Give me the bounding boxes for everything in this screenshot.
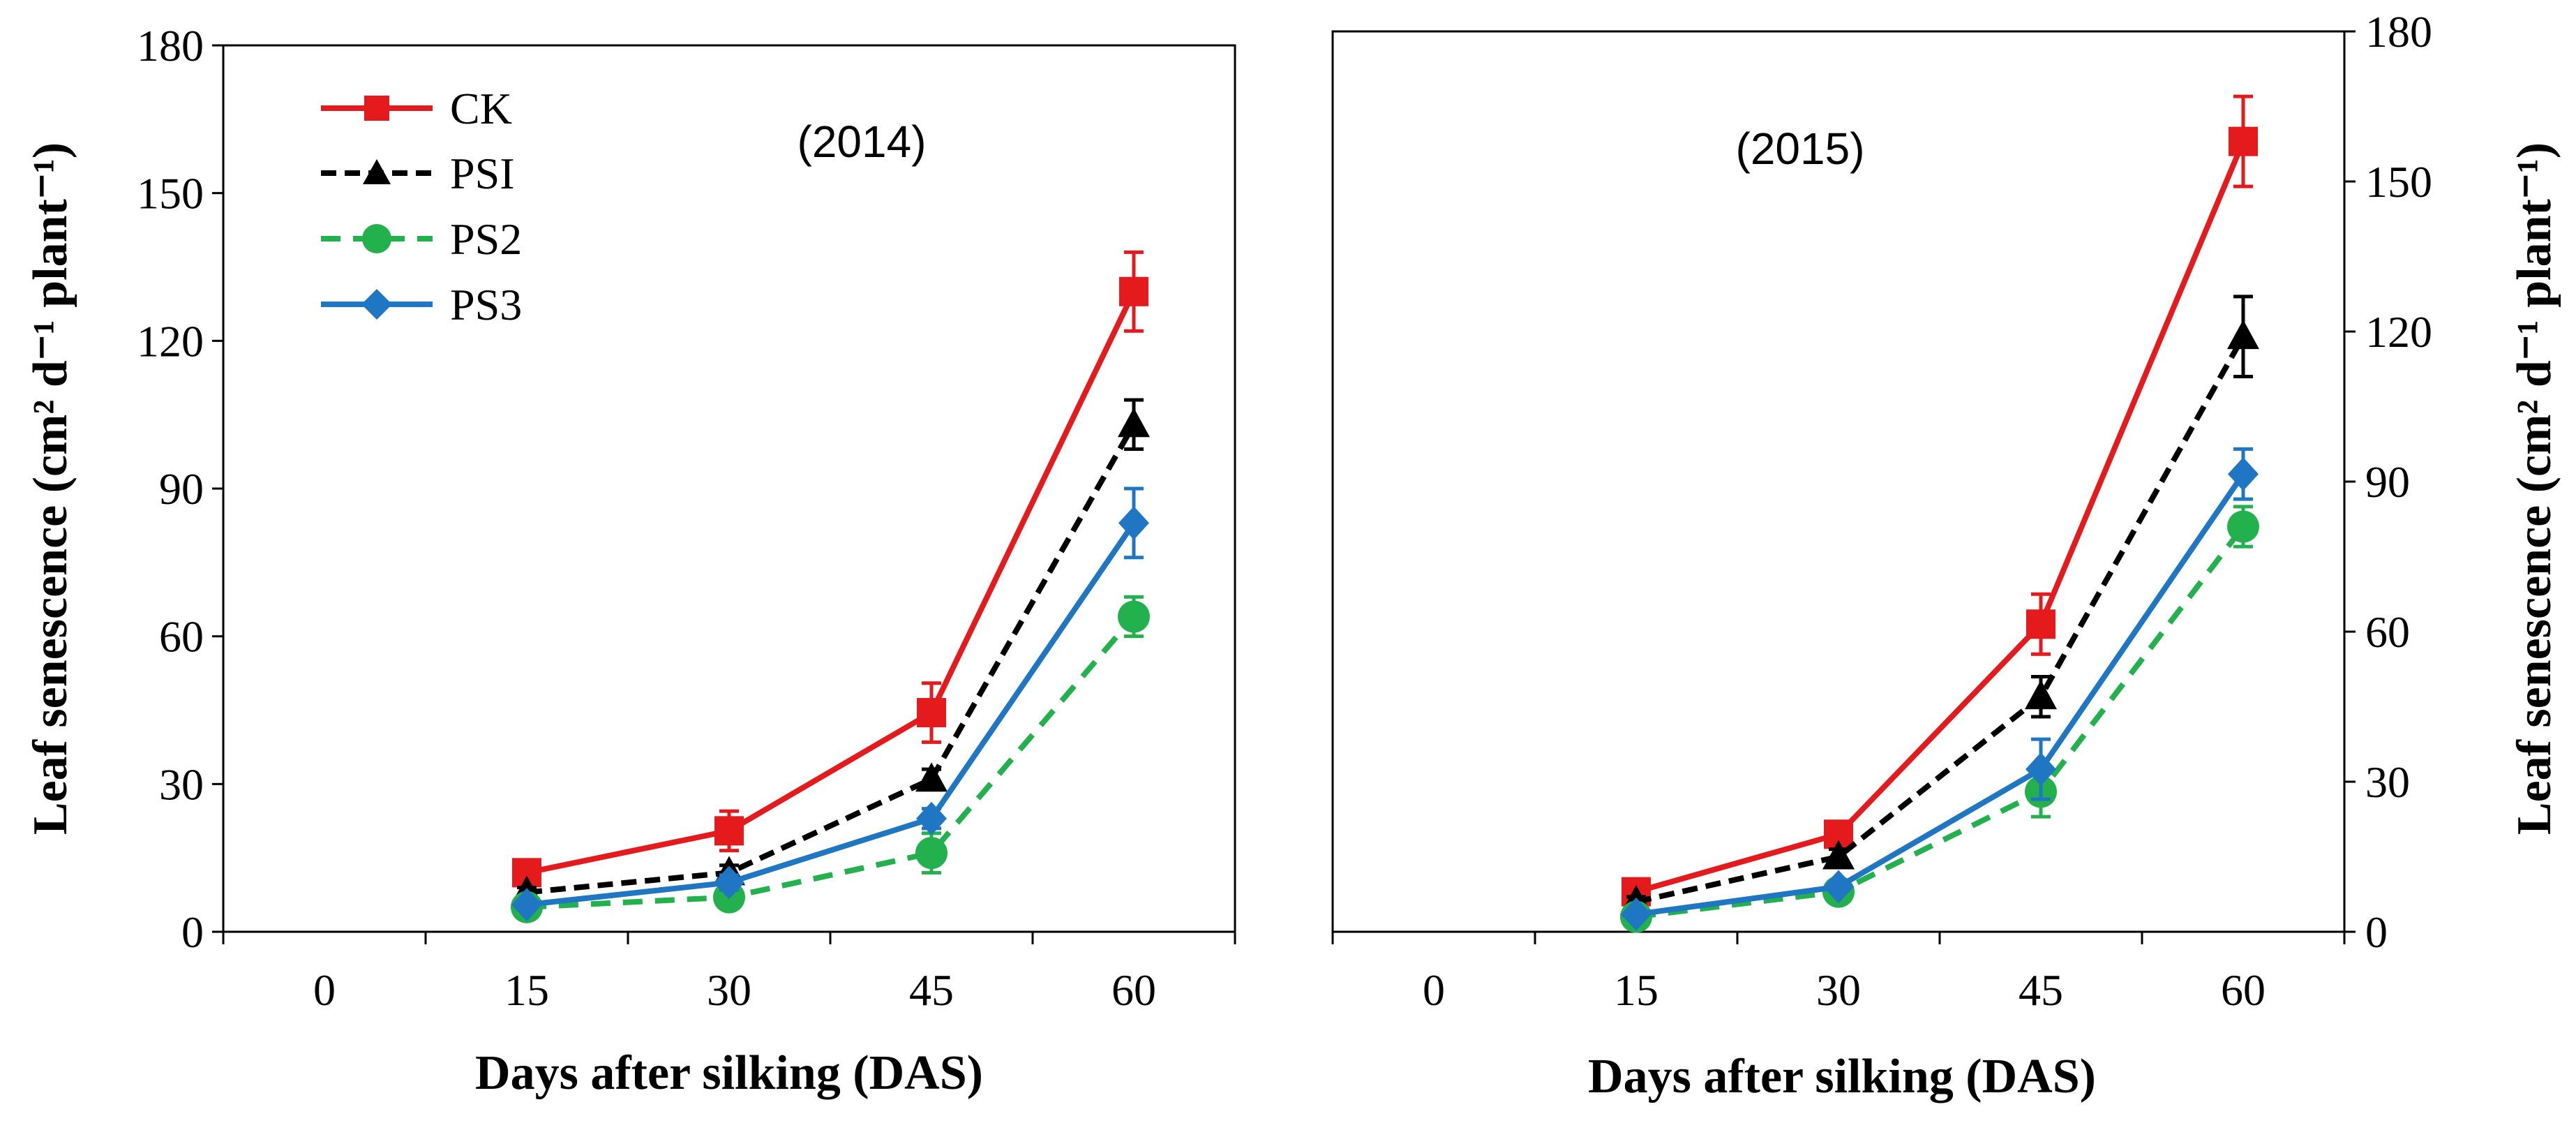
- data-point-ps3: [2025, 752, 2056, 787]
- x-tick-label: 60: [1111, 965, 1156, 1015]
- series-line-psi: [1635, 335, 2246, 905]
- data-point-ck: [2026, 609, 2055, 639]
- x-tick-label: 45: [2019, 965, 2063, 1015]
- series-line-ps3: [1635, 472, 2246, 917]
- series-marks: [511, 250, 1150, 923]
- y-tick-label: 30: [159, 759, 204, 809]
- x-tick-label: 30: [1816, 965, 1861, 1015]
- data-point-psi: [1822, 840, 1855, 870]
- x-tick-label: 60: [2221, 965, 2266, 1015]
- series-line-ck: [526, 290, 1137, 876]
- series-line-psi: [526, 423, 1137, 895]
- legend-label-psi: PSI: [450, 149, 515, 198]
- x-tick-label: 45: [909, 965, 954, 1015]
- y-tick-label: 60: [159, 612, 204, 662]
- series-line-ck: [1635, 140, 2246, 895]
- x-tick-label: 30: [707, 965, 751, 1015]
- data-point-ps3: [511, 888, 542, 922]
- legend-label-ps3: PS3: [450, 280, 522, 329]
- y-tick-label: 150: [2365, 157, 2432, 207]
- legend-marker-ck: [364, 96, 389, 121]
- y-tick-label: 180: [137, 21, 204, 70]
- y-tick-label: 180: [2365, 7, 2432, 57]
- y-axis-title: Leaf senescence (cm² d⁻¹ plant⁻¹): [24, 142, 77, 835]
- y-tick-label: 0: [181, 907, 204, 957]
- data-point-ps3: [1823, 870, 1854, 904]
- data-point-ps3: [1118, 506, 1149, 540]
- legend-marker-ps2: [362, 224, 391, 253]
- x-axis-title: Days after silking (DAS): [1588, 1050, 2096, 1103]
- axis-ticks: 0 15 30 45 60 0 30 60 90 120 150 180: [137, 21, 1236, 1015]
- panel-label: (2014): [797, 117, 927, 167]
- data-point-psi: [915, 762, 948, 792]
- x-tick-label: 15: [1614, 965, 1658, 1015]
- y-tick-label: 0: [2365, 907, 2388, 957]
- data-point-psi: [1118, 408, 1150, 438]
- axis-ticks: 0 15 30 45 60 0 30 60 90 120 150 180: [1331, 7, 2432, 1015]
- legend-marker-ps3: [361, 289, 392, 320]
- y-tick-label: 120: [137, 316, 204, 366]
- legend-marker-psi: [363, 159, 391, 184]
- legend: CK PSI PS2 PS3: [321, 84, 522, 329]
- legend-label-ps2: PS2: [450, 214, 522, 264]
- data-point-ck: [2229, 126, 2258, 156]
- series-line-ps3: [526, 521, 1137, 908]
- y-axis-title: Leaf senescence (cm² d⁻¹ plant⁻¹): [2508, 142, 2561, 835]
- legend-label-ck: CK: [450, 84, 512, 133]
- y-tick-label: 90: [159, 464, 204, 514]
- data-point-ck: [917, 698, 946, 728]
- x-tick-label: 0: [313, 965, 336, 1015]
- series-line-ps2: [1635, 525, 2246, 920]
- chart-panel-2014: (2014) Days after silking (DAS) Leaf sen…: [24, 21, 1236, 1100]
- data-point-ck: [714, 816, 744, 846]
- y-tick-label: 60: [2365, 607, 2410, 657]
- data-point-ps2: [1118, 600, 1150, 633]
- y-tick-label: 120: [2365, 307, 2432, 357]
- data-point-ps3: [714, 865, 744, 900]
- series-marks: [1620, 94, 2259, 933]
- chart-panel-2015: (2015) Days after silking (DAS) Leaf sen…: [1331, 7, 2561, 1103]
- series-line-ps2: [526, 614, 1137, 910]
- y-tick-label: 150: [137, 169, 204, 218]
- y-tick-label: 90: [2365, 457, 2410, 507]
- data-point-ps3: [2228, 457, 2259, 491]
- data-point-ps3: [1621, 897, 1652, 931]
- x-tick-label: 0: [1423, 965, 1445, 1015]
- data-point-ps3: [916, 801, 947, 835]
- x-tick-label: 15: [504, 965, 549, 1015]
- data-point-ps2: [915, 837, 948, 870]
- data-point-ps2: [2227, 510, 2259, 543]
- data-point-ck: [1119, 276, 1148, 306]
- data-point-psi: [2025, 680, 2057, 710]
- panel-label: (2015): [1736, 124, 1865, 174]
- y-tick-label: 30: [2365, 757, 2410, 807]
- x-axis-title: Days after silking (DAS): [475, 1046, 983, 1100]
- data-point-psi: [2227, 320, 2259, 350]
